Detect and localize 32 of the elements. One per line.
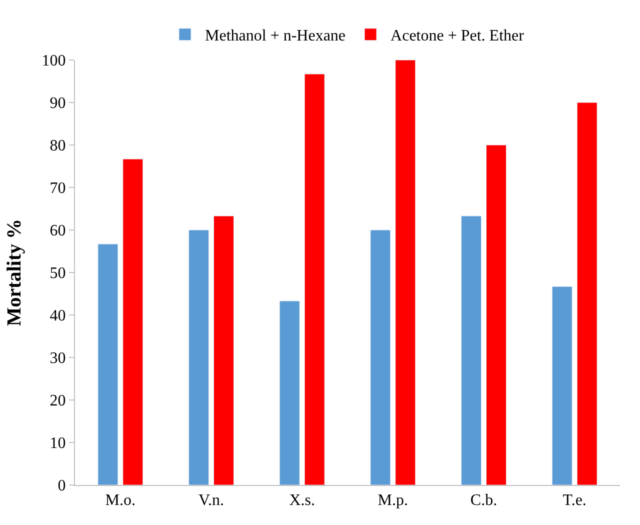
bar bbox=[122, 158, 144, 485]
x-tick-label: M.p. bbox=[378, 492, 408, 510]
y-tick-label: 100 bbox=[42, 52, 66, 70]
bar bbox=[395, 60, 416, 485]
bar bbox=[98, 244, 118, 485]
y-tick-label: 90 bbox=[50, 95, 66, 112]
y-tick-label: 80 bbox=[50, 138, 66, 155]
x-tick-label: T.e. bbox=[562, 492, 586, 510]
bar bbox=[370, 230, 391, 485]
bar bbox=[461, 216, 482, 485]
bar bbox=[486, 144, 506, 485]
bar bbox=[304, 74, 325, 485]
x-tick-label: V.n. bbox=[198, 492, 224, 510]
bar bbox=[576, 102, 598, 485]
y-tick-label: 60 bbox=[50, 222, 66, 240]
y-axis-title: Mortality % bbox=[3, 218, 26, 326]
y-tick-label: 30 bbox=[50, 350, 66, 368]
x-tick-label: C.b. bbox=[470, 492, 498, 510]
x-tick-label: X.s. bbox=[289, 492, 315, 510]
bar bbox=[188, 230, 209, 485]
y-tick-label: 70 bbox=[50, 180, 66, 198]
y-tick-label: 40 bbox=[50, 308, 66, 325]
bar bbox=[279, 300, 300, 485]
bar bbox=[552, 286, 572, 485]
y-tick-label: 50 bbox=[50, 265, 66, 282]
bar bbox=[214, 216, 234, 485]
y-tick-label: 0 bbox=[58, 478, 66, 495]
legend-label: Acetone + Pet. Ether bbox=[390, 28, 525, 45]
x-tick-label: M.o. bbox=[105, 492, 136, 510]
legend-label: Methanol + n-Hexane bbox=[205, 28, 346, 45]
y-tick-label: 20 bbox=[50, 392, 66, 410]
y-tick-label: 10 bbox=[50, 435, 66, 452]
